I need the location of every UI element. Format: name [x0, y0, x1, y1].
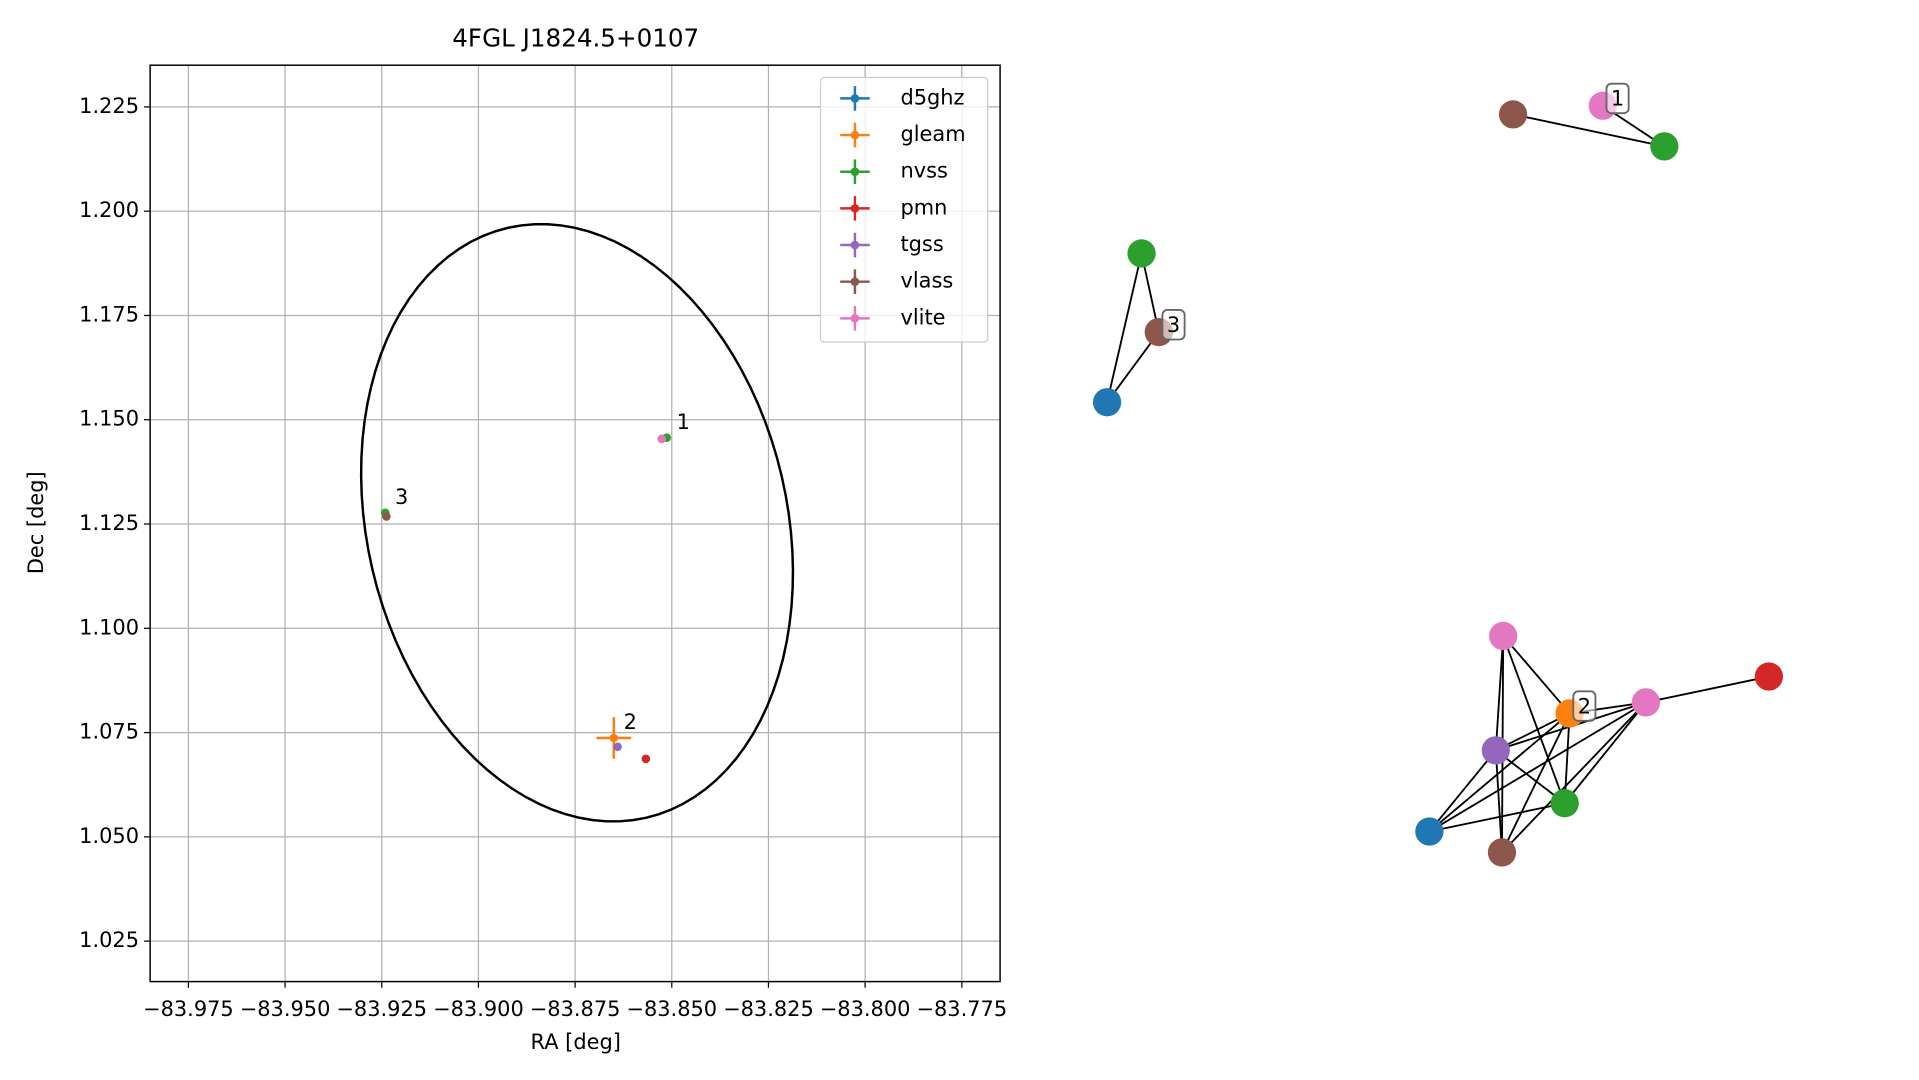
y-tick-label: 1.225	[79, 94, 139, 118]
network-graph: 1 3 2	[1092, 82, 1784, 867]
legend-marker	[850, 277, 860, 286]
y-tick-label: 1.150	[79, 407, 139, 431]
point-annotation: 2	[624, 710, 637, 734]
legend-frame	[819, 76, 989, 343]
data-point	[641, 754, 651, 764]
data-point	[613, 742, 622, 752]
data-point	[657, 434, 667, 444]
graph-edge	[1502, 635, 1566, 804]
graph-node	[1754, 662, 1784, 691]
y-tick-label: 1.100	[79, 615, 139, 639]
node-label-box	[1605, 82, 1630, 115]
legend-label: pmn	[900, 195, 947, 219]
point-annotation: 3	[395, 485, 408, 509]
y-tick-label: 1.025	[79, 928, 139, 952]
node-label-box	[1572, 690, 1597, 722]
y-tick-label: 1.050	[79, 824, 139, 848]
node-label: 1	[1611, 87, 1624, 111]
uncertainty-ellipse	[359, 222, 795, 823]
y-axis-label: Dec [deg]	[24, 471, 48, 574]
y-tick-label: 1.125	[79, 511, 139, 535]
graph-edge	[1106, 331, 1160, 403]
node-label: 3	[1167, 313, 1180, 337]
graph-edge	[1501, 713, 1571, 853]
x-axis-label: RA [deg]	[531, 1030, 621, 1054]
x-tick-label: −83.800	[820, 997, 911, 1021]
graph-edge	[1106, 253, 1143, 403]
graph-node	[1092, 388, 1122, 417]
graph-node	[1481, 736, 1510, 765]
graph-edge	[1563, 701, 1647, 804]
x-tick-label: −83.900	[433, 997, 524, 1021]
graph-edge	[1512, 113, 1665, 148]
graph-edge	[1428, 749, 1497, 833]
graph-node	[1650, 132, 1679, 161]
node-label: 2	[1578, 694, 1591, 718]
x-tick-label: −83.825	[723, 997, 814, 1021]
graph-edge	[1501, 701, 1647, 854]
graph-edge	[1428, 712, 1571, 833]
legend-marker	[850, 94, 860, 103]
legend-label: gleam	[900, 122, 965, 146]
chart-title: 4FGL J1824.5+0107	[452, 23, 699, 52]
y-tick-label: 1.075	[79, 720, 139, 744]
graph-edge	[1645, 675, 1770, 704]
legend-marker	[850, 204, 860, 213]
graph-node	[1550, 789, 1579, 818]
legend-label: d5ghz	[900, 85, 964, 109]
legend-label: tgss	[900, 232, 943, 256]
x-tick-label: −83.950	[240, 997, 331, 1021]
graph-edge	[1429, 802, 1565, 833]
legend-label: vlass	[900, 269, 953, 293]
x-tick-label: −83.975	[143, 997, 234, 1021]
data-point	[609, 733, 619, 743]
legend-marker	[850, 314, 860, 323]
graph-edge	[1502, 635, 1571, 715]
legend: d5ghz gleam nvss pmn tgss vlass vlite	[819, 76, 989, 343]
graph-node	[1498, 100, 1528, 129]
graph-node	[1631, 688, 1661, 717]
point-annotation: 1	[677, 410, 690, 434]
legend-label: nvss	[900, 159, 947, 183]
x-tick-label: −83.850	[626, 997, 717, 1021]
x-tick-label: −83.875	[530, 997, 621, 1021]
graph-edge	[1428, 701, 1647, 833]
axes-frame	[149, 64, 1001, 983]
graph-edge	[1494, 750, 1503, 853]
graph-edge	[1494, 635, 1505, 751]
data-point	[382, 512, 391, 521]
graph-edge	[1563, 713, 1571, 804]
y-tick-label: 1.175	[79, 302, 139, 326]
graph-edge	[1495, 749, 1566, 804]
graph-node	[1489, 621, 1518, 651]
legend-label: vlite	[900, 305, 945, 329]
x-tick-label: −83.775	[916, 997, 1007, 1021]
plot-area: −83.975 −83.950 −83.925 −83.900 −83.875 −83.8…	[79, 64, 1007, 1021]
graph-node	[1487, 838, 1517, 867]
x-tick-label: −83.925	[336, 997, 427, 1021]
legend-marker	[850, 130, 860, 140]
legend-marker	[850, 240, 860, 250]
graph-node	[1415, 817, 1444, 846]
node-label-box	[1161, 309, 1186, 341]
y-tick-label: 1.200	[79, 198, 139, 222]
graph-node	[1127, 239, 1156, 268]
legend-marker	[850, 167, 860, 177]
